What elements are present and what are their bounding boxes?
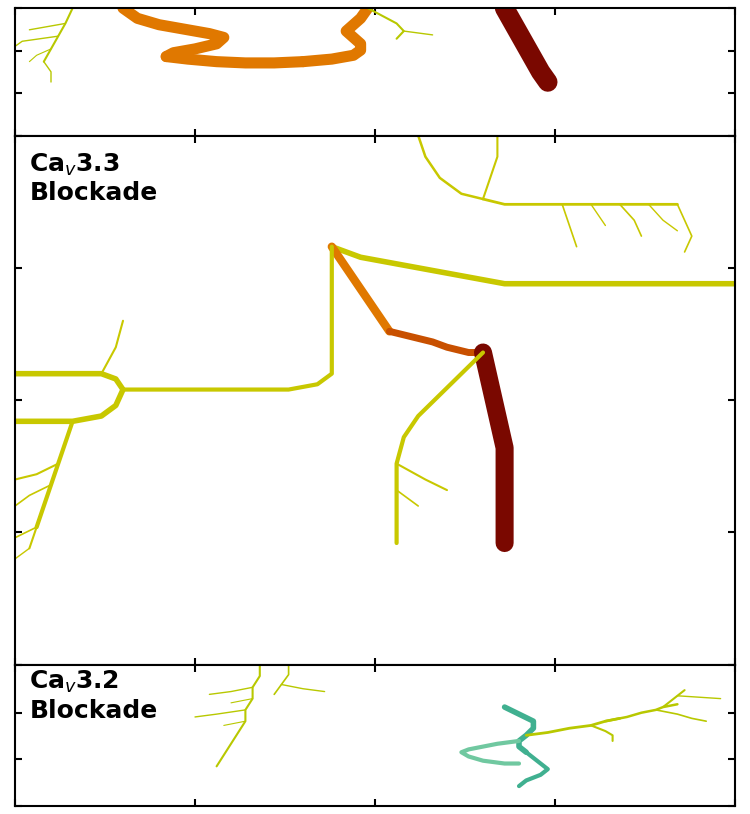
Text: Ca$_v$3.3
Blockade: Ca$_v$3.3 Blockade: [29, 151, 158, 205]
Text: Ca$_v$3.2
Blockade: Ca$_v$3.2 Blockade: [29, 669, 158, 723]
